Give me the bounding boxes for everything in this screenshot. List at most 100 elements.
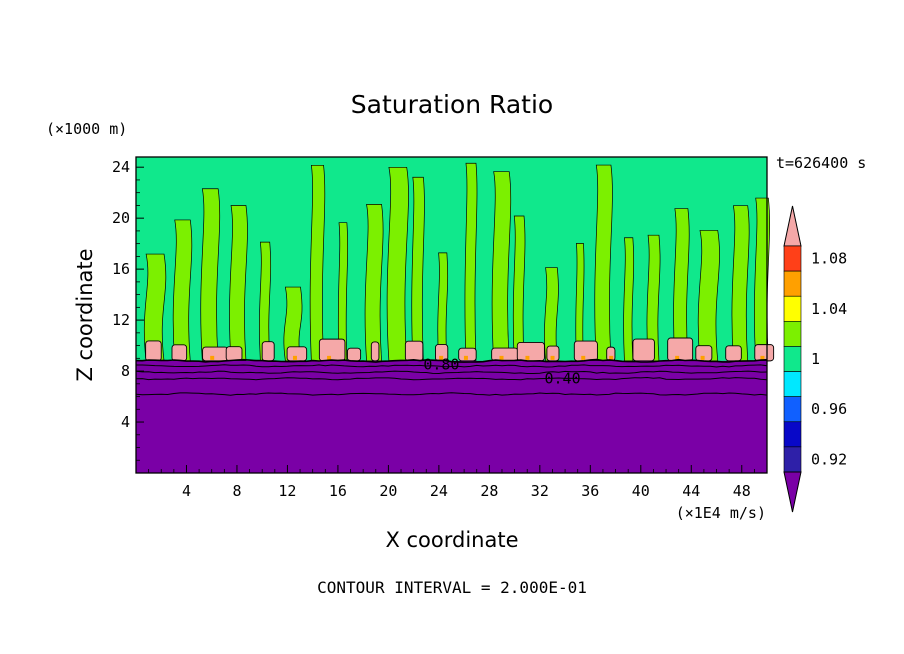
x-tick-label: 40: [632, 482, 650, 500]
supersat-cell: [370, 341, 380, 362]
cell-fleck: [439, 355, 444, 360]
streak-band: [437, 252, 449, 362]
colorbar-level-label: 0.92: [811, 450, 847, 468]
x-tick-label: 44: [682, 482, 700, 500]
streak-band: [411, 176, 425, 362]
y-tick-label: 8: [121, 362, 130, 380]
cell-fleck: [292, 355, 297, 360]
streak-band: [544, 267, 559, 362]
streak-band: [575, 243, 585, 362]
y-tick-label: 16: [112, 260, 130, 278]
y-tick-label: 24: [112, 158, 130, 176]
colorbar-level-label: 1.04: [811, 300, 847, 318]
streak-band: [259, 241, 272, 362]
x-tick-label: 28: [480, 482, 498, 500]
supersat-cell: [145, 340, 162, 362]
contour-line: [135, 358, 768, 363]
contour-line: [136, 364, 768, 368]
colorbar-band: [783, 371, 802, 397]
supersat-cell: [725, 345, 742, 362]
supersat-cell: [261, 341, 275, 362]
y-tick-label: 20: [112, 209, 130, 227]
cell-fleck: [463, 355, 468, 360]
supersat-cell: [347, 347, 362, 362]
plot-area: 0.80 0.40: [135, 156, 775, 474]
dry-layer-region: [136, 360, 767, 473]
x-axis: 4 8 12 16 20 24 28 32 36 40 44 48: [148, 465, 755, 500]
cell-fleck: [760, 355, 765, 360]
contour-interval-note: CONTOUR INTERVAL = 2.000E-01: [317, 578, 587, 597]
cell-fleck: [210, 355, 215, 360]
colorbar-band: [783, 446, 802, 473]
streak-band: [309, 164, 326, 362]
colorbar-top-arrow: [783, 205, 802, 247]
x-unit-label: (×1E4 m/s): [676, 504, 766, 522]
colorbar-level-label: 1: [811, 350, 820, 368]
colorbar-band: [783, 245, 802, 272]
x-tick-label: 20: [379, 482, 397, 500]
streak-band: [697, 230, 720, 362]
cell-fleck: [700, 355, 705, 360]
streak-band: [594, 164, 613, 362]
streak-band: [337, 222, 348, 362]
streak-band: [512, 215, 526, 362]
supersat-cell: [573, 340, 598, 362]
contour-lines: [135, 358, 768, 396]
supersat-cell: [202, 346, 229, 362]
cell-fleck: [499, 355, 504, 360]
colorbar: 0.92 0.96 1 1.04 1.08: [783, 205, 847, 513]
cell-fleck: [675, 355, 680, 360]
supersaturation-cells: [145, 337, 775, 362]
supersat-cell: [491, 347, 519, 362]
x-tick-label: 48: [733, 482, 751, 500]
colorbar-band: [783, 396, 802, 423]
y-axis: 4 8 12 16 20 24: [112, 158, 144, 461]
streak-band: [200, 188, 221, 362]
supersat-cell: [225, 346, 243, 362]
y-tick-label: 12: [112, 311, 130, 329]
streak-band: [364, 204, 384, 362]
x-tick-label: 24: [430, 482, 448, 500]
colorbar-band: [783, 295, 802, 322]
vertical-streaks: [143, 162, 771, 362]
streak-band: [623, 237, 635, 362]
x-tick-label: 32: [531, 482, 549, 500]
cell-fleck: [581, 355, 586, 360]
colorbar-band: [783, 270, 802, 297]
chart-title: Saturation Ratio: [351, 90, 553, 119]
contour-line: [135, 376, 768, 381]
supersat-cell: [632, 338, 655, 362]
streak-band: [731, 205, 750, 362]
cell-fleck: [550, 355, 555, 360]
colorbar-bottom-arrow: [783, 471, 802, 513]
contour-labels: 0.80 0.40: [423, 356, 580, 388]
streak-band: [464, 162, 478, 362]
x-tick-label: 12: [278, 482, 296, 500]
colorbar-level-label: 0.96: [811, 400, 847, 418]
colorbar-band: [783, 421, 802, 448]
supersat-cell: [516, 341, 545, 362]
x-tick-label: 8: [232, 482, 241, 500]
colorbar-level-label: 1.08: [811, 250, 847, 268]
streak-band: [673, 208, 690, 362]
time-label: t=626400 s: [776, 154, 866, 172]
x-tick-label: 16: [329, 482, 347, 500]
streak-band: [143, 253, 167, 362]
contour-label: 0.80: [423, 356, 459, 374]
x-tick-label: 36: [581, 482, 599, 500]
contour-line: [135, 392, 768, 396]
contour-label: 0.40: [544, 370, 580, 388]
supersat-cell: [404, 340, 424, 362]
y-axis-label: Z coordinate: [73, 248, 97, 381]
supersat-cell: [318, 338, 346, 362]
y-unit-label: (×1000 m): [46, 120, 127, 138]
cell-fleck: [327, 355, 332, 360]
supersat-cell: [171, 344, 188, 362]
cell-fleck: [525, 355, 530, 360]
streak-band: [229, 205, 248, 362]
streak-band: [386, 166, 409, 362]
supersat-cell: [667, 337, 694, 362]
x-axis-label: X coordinate: [385, 528, 518, 552]
colorbar-band: [783, 321, 802, 347]
